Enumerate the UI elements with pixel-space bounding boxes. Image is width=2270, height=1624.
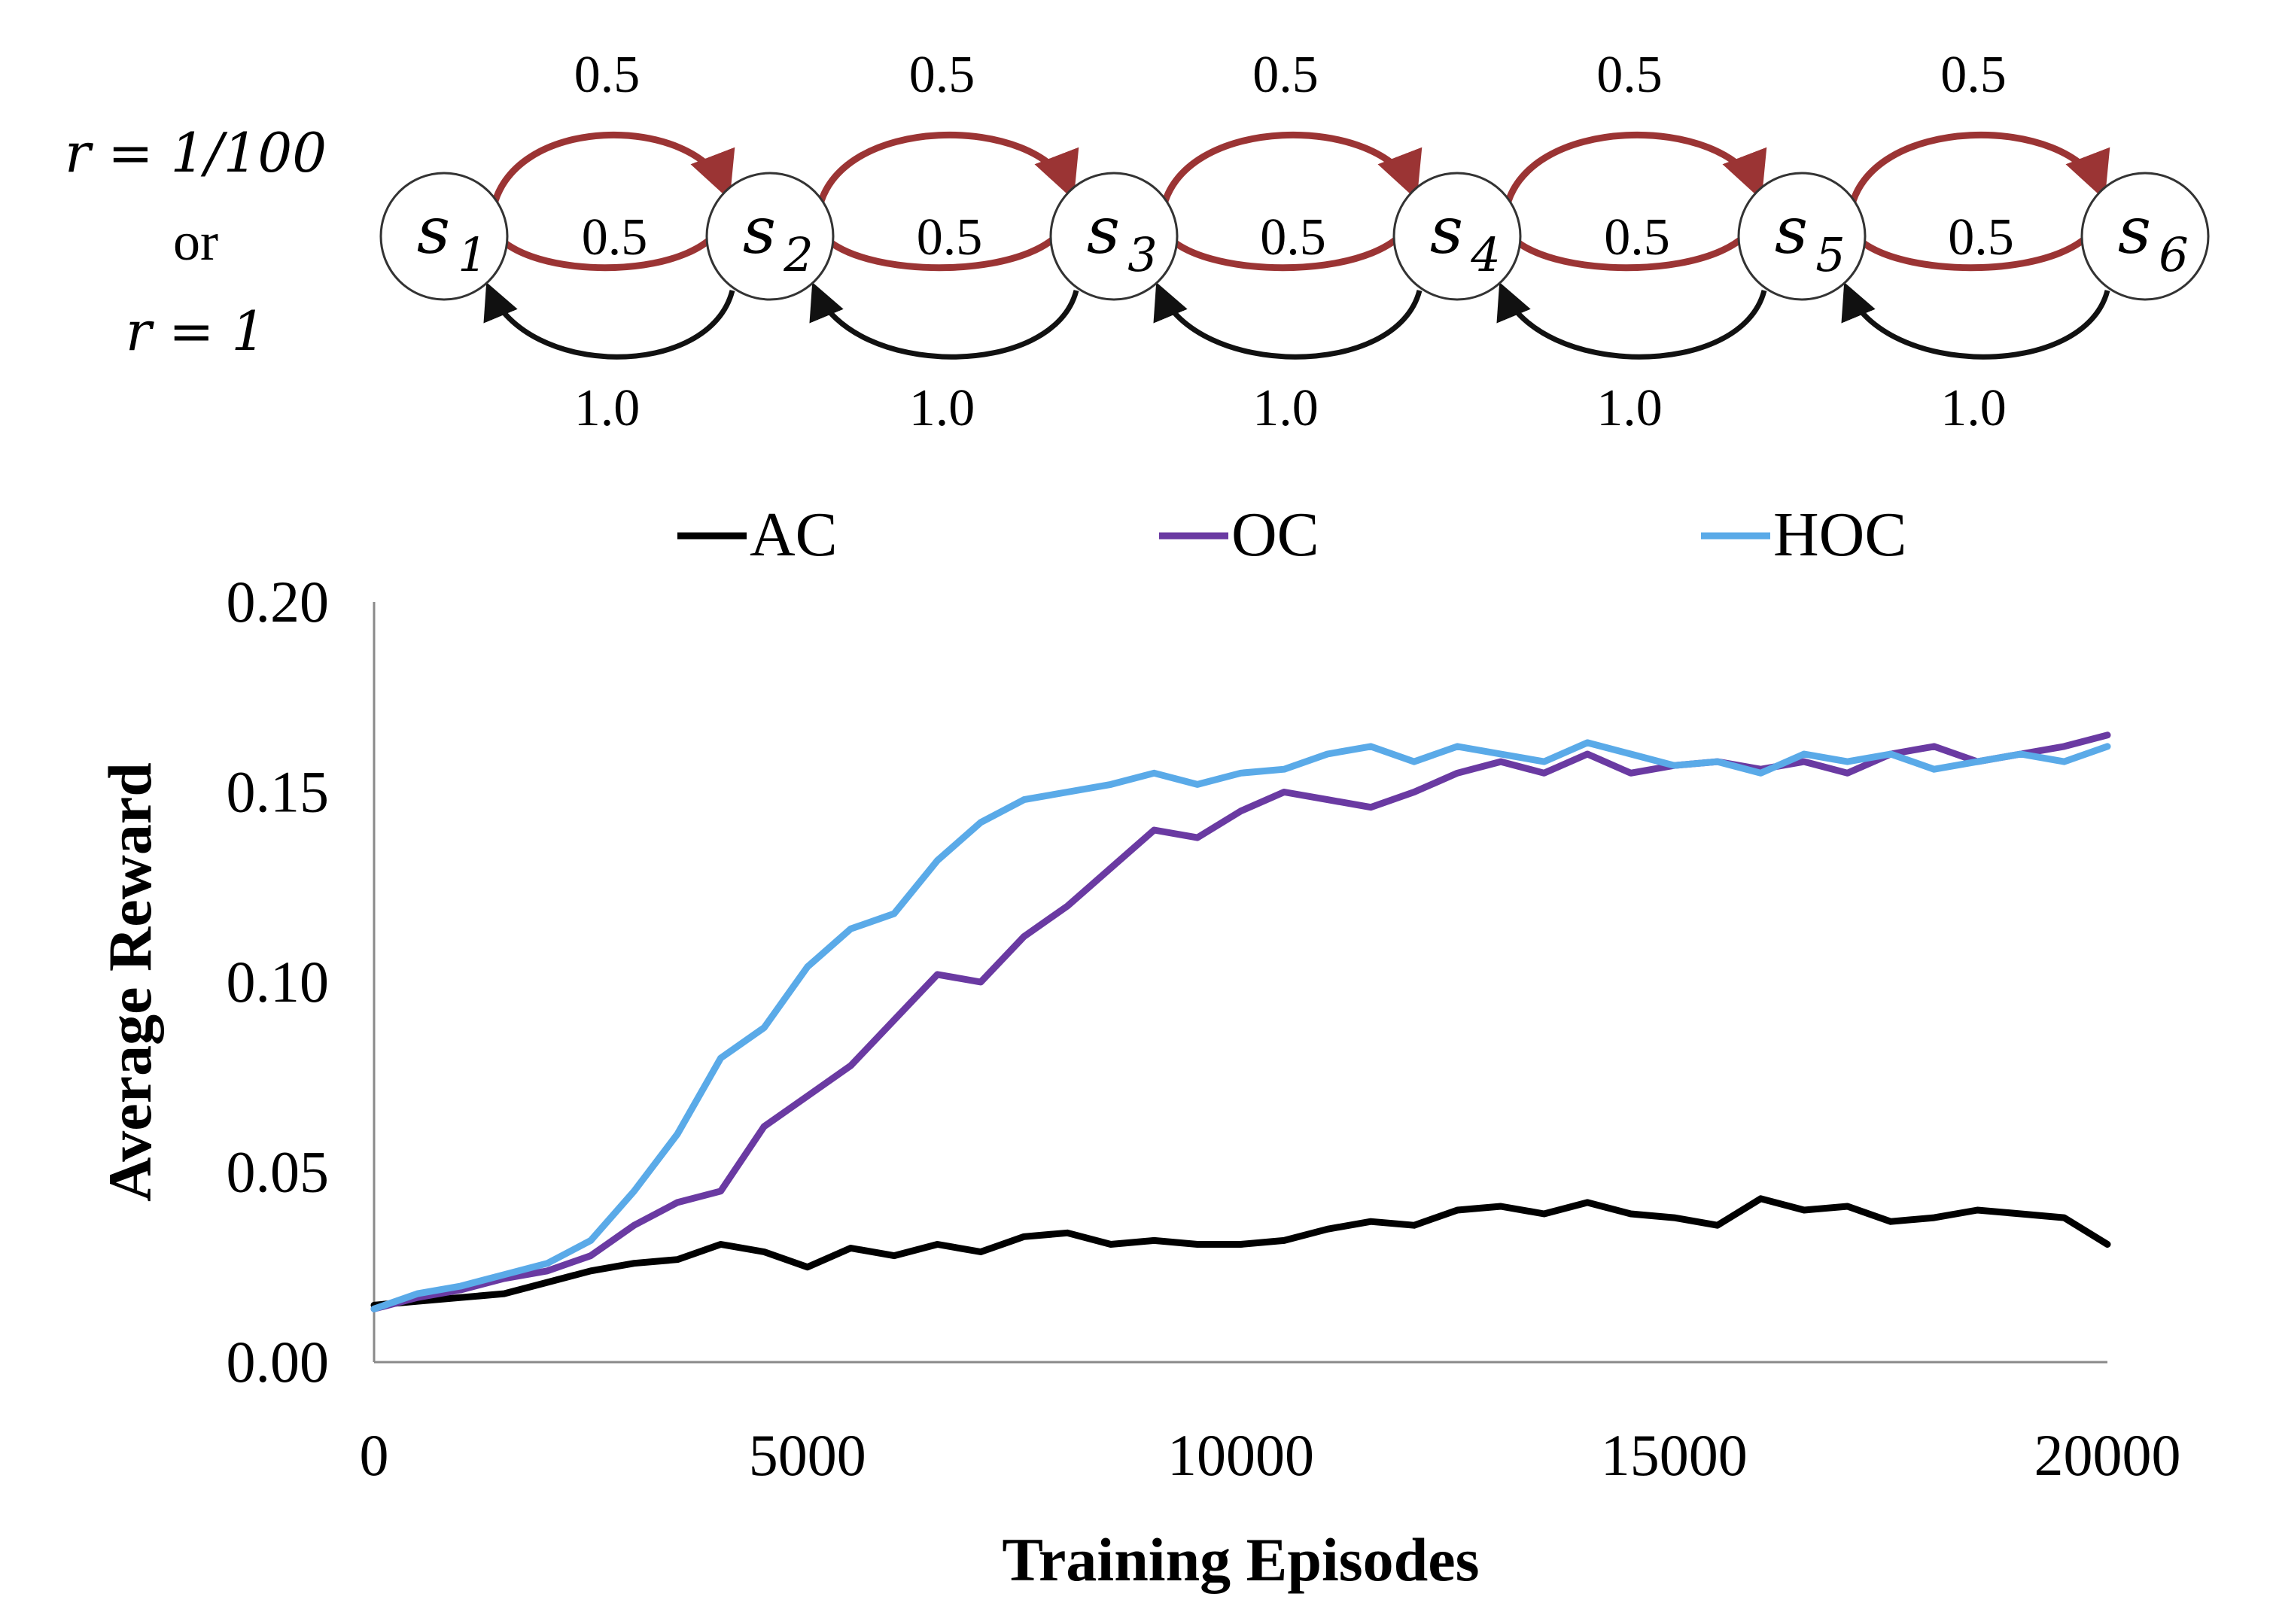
x-tick-label: 0 (360, 1422, 389, 1488)
edge-prob-back: 1.0 (574, 379, 641, 437)
forward-edge-top (488, 131, 735, 214)
forward-edge-top (814, 131, 1079, 214)
y-tick-label: 0.05 (227, 1139, 330, 1205)
legend-label: OC (1231, 500, 1319, 570)
legend-item-ac: AC (677, 500, 838, 570)
chart-legend: AC OC HOC (677, 500, 1906, 570)
state-subscript: 6 (2159, 227, 2188, 282)
state-label: s (1775, 193, 1808, 269)
reward-label-large: r = 1 (126, 300, 266, 363)
edge-prob-back: 1.0 (1940, 379, 2007, 437)
y-axis-title: Average Reward (96, 762, 164, 1202)
forward-edge-top (1502, 131, 1767, 214)
x-tick-label: 15000 (1601, 1422, 1748, 1488)
state-circle (1737, 172, 1867, 301)
backward-edge (809, 281, 1079, 360)
state-label: s (1087, 193, 1120, 269)
edge-prob-top: 0.5 (1252, 46, 1319, 104)
edge-prob-top: 0.5 (1596, 46, 1663, 104)
legend-label: AC (750, 500, 838, 570)
chain-diagram: r = 1/100 or r = 1 0.50.51.00.50.51.00.5… (65, 46, 2210, 437)
legend-item-oc: OC (1159, 500, 1319, 570)
edge-prob-back: 1.0 (1252, 379, 1319, 437)
reward-label-small: r = 1/100 (65, 121, 327, 184)
y-tick-label: 0.15 (227, 759, 330, 825)
forward-edge-top (1158, 131, 1423, 214)
x-axis-title: Training Episodes (1002, 1525, 1479, 1594)
state-label: s (743, 193, 776, 269)
backward-edge (1496, 281, 1767, 360)
transition-edges: 0.5 0.5 1.0 0.5 0.5 1.0 0.5 0.5 1.0 0.5 0.5 1.0 0.5 0… (483, 46, 2110, 437)
series-lines (370, 731, 2111, 1312)
state-label: s (417, 193, 450, 269)
edge-prob-mid: 0.5 (917, 208, 983, 266)
edge-prob-top: 0.5 (574, 46, 641, 104)
edge-prob-mid: 0.5 (1260, 208, 1326, 266)
state-subscript: 5 (1815, 227, 1845, 282)
state-subscript: 4 (1470, 227, 1500, 282)
state-label: s (2118, 193, 2151, 269)
state-subscript: 1 (458, 227, 487, 282)
x-tick-labels: 0 5000 10000 15000 20000 (360, 1422, 2181, 1488)
series-line-hoc (370, 739, 2111, 1312)
edge-prob-top: 0.5 (1940, 46, 2007, 104)
y-tick-labels: 0.00 0.05 0.10 0.15 0.20 (227, 569, 330, 1394)
legend-item-hoc: HOC (1701, 500, 1906, 570)
state-circle (379, 172, 509, 301)
series-line-oc (370, 731, 2111, 1312)
backward-edge (1841, 281, 2110, 360)
backward-edge (483, 281, 735, 360)
state-circle (1049, 172, 1179, 301)
state-subscript: 2 (783, 227, 813, 282)
y-tick-label: 0.00 (227, 1329, 330, 1394)
edge-prob-mid: 0.5 (1604, 208, 1670, 266)
y-tick-label: 0.20 (227, 569, 330, 634)
state-subscript: 3 (1127, 227, 1157, 282)
state-circle (2080, 172, 2210, 301)
state-circle (1392, 172, 1522, 301)
reward-label-or: or (173, 211, 218, 272)
edge-prob-back: 1.0 (1596, 379, 1663, 437)
state-label: s (1430, 193, 1463, 269)
line-chart: 0.00 0.05 0.10 0.15 0.20 0 5000 10000 15000 2000… (96, 569, 2181, 1594)
x-tick-label: 5000 (749, 1422, 866, 1488)
edge-prob-top: 0.5 (909, 46, 975, 104)
edge-prob-back: 1.0 (909, 379, 975, 437)
legend-label: HOC (1773, 500, 1906, 570)
x-tick-label: 20000 (2034, 1422, 2181, 1488)
edge-prob-mid: 0.5 (1948, 208, 2014, 266)
y-tick-label: 0.10 (227, 949, 330, 1014)
x-tick-label: 10000 (1167, 1422, 1314, 1488)
backward-edge (1153, 281, 1423, 360)
series-line-ac (370, 1195, 2111, 1309)
state-circle (705, 172, 835, 301)
forward-edge-top (1846, 131, 2110, 214)
edge-prob-mid: 0.5 (582, 208, 648, 266)
